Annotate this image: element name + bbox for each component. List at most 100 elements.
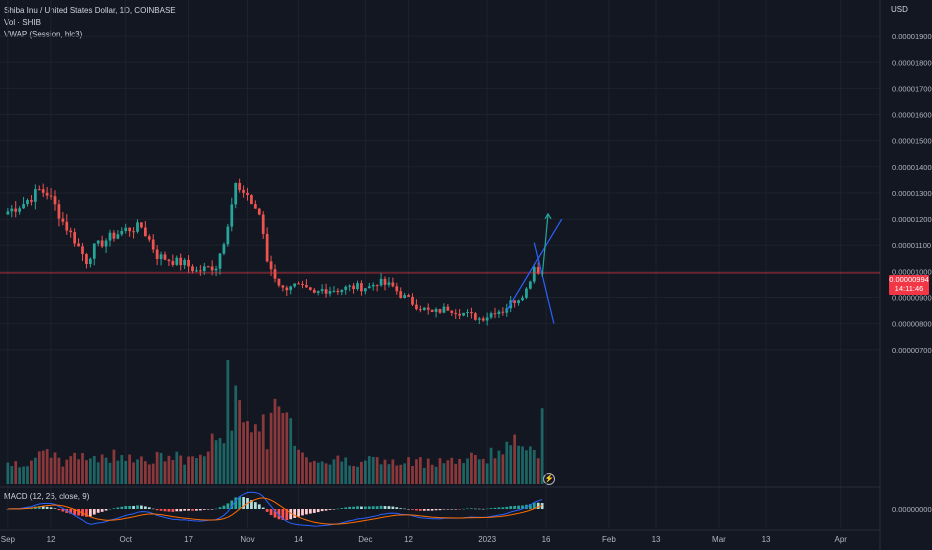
macd-legend[interactable]: MACD (12, 26, close, 9)	[4, 492, 90, 501]
candle-body	[536, 267, 540, 274]
symbol-title[interactable]: Shiba Inu / United States Dollar, 1D, CO…	[4, 6, 176, 15]
volume-bar	[30, 460, 33, 484]
candle-body	[430, 309, 434, 312]
volume-bar	[26, 466, 29, 484]
candle-body	[218, 253, 222, 269]
candle-body	[367, 286, 371, 289]
volume-bar	[155, 451, 159, 484]
time-tick-label: Nov	[240, 535, 254, 544]
volume-bar	[473, 454, 477, 484]
candle-body	[257, 208, 261, 215]
candle-body	[517, 300, 520, 304]
volume-bar	[399, 464, 403, 484]
candle-body	[277, 278, 281, 286]
price-tick-label: 0.00001700	[892, 84, 932, 93]
macd-histogram-bar	[454, 509, 458, 510]
macd-histogram-bar	[253, 502, 257, 509]
volume-bar	[33, 457, 37, 484]
volume-bar	[218, 438, 222, 484]
volume-bar	[22, 466, 25, 484]
candle-body	[81, 246, 84, 255]
macd-histogram-bar	[320, 509, 324, 512]
volume-bar	[509, 445, 513, 484]
candle-body	[532, 267, 536, 282]
candle-body	[442, 306, 446, 313]
macd-histogram-bar	[108, 508, 112, 510]
vwap-indicator-label[interactable]: VWAP (Session, hlc3)	[4, 30, 83, 39]
candle-body	[450, 310, 454, 313]
candle-body	[501, 311, 505, 313]
volume-bar	[238, 400, 242, 484]
volume-bar	[434, 466, 438, 484]
macd-histogram-bar	[477, 508, 481, 510]
macd-histogram-bar	[226, 503, 230, 509]
candle-body	[470, 311, 473, 314]
volume-bar	[340, 461, 344, 484]
volume-bar	[477, 459, 481, 484]
candle-body	[61, 218, 65, 222]
volume-bar	[234, 385, 238, 484]
candle-body	[77, 243, 80, 247]
candle-body	[348, 285, 352, 287]
candle-body	[493, 313, 497, 315]
volume-bar	[222, 443, 226, 484]
volume-bar	[191, 456, 194, 484]
candle-body	[65, 221, 69, 231]
candle-body	[316, 291, 320, 293]
candle-body	[454, 312, 458, 314]
volume-bar	[269, 412, 273, 484]
volume-bar	[360, 461, 363, 484]
price-tick-label: 0.00001100	[892, 241, 931, 250]
volume-bar	[261, 414, 265, 484]
volume-bar	[257, 431, 261, 484]
volume-bar	[265, 449, 269, 484]
volume-bar	[430, 464, 434, 484]
macd-histogram-bar	[344, 507, 348, 509]
candle-body	[191, 266, 194, 272]
projection-arrow	[541, 213, 549, 277]
macd-histogram-bar	[301, 509, 304, 516]
volume-bar	[175, 451, 179, 484]
macd-histogram-bar	[61, 509, 65, 512]
macd-histogram-bar	[273, 509, 277, 518]
macd-histogram-bar	[399, 508, 403, 509]
macd-histogram-bar	[159, 509, 163, 511]
volume-bar	[96, 462, 100, 484]
volume-bar	[171, 460, 175, 484]
time-tick-label: Feb	[602, 535, 616, 544]
volume-indicator-label[interactable]: Vol · SHIB	[4, 18, 41, 27]
volume-bar	[383, 459, 387, 484]
macd-histogram-bar	[438, 509, 442, 511]
candle-body	[473, 313, 477, 320]
candle-body	[112, 232, 116, 239]
volume-bar	[100, 454, 104, 484]
price-tick-label: 0.00001900	[892, 32, 932, 41]
macd-histogram-bar	[195, 509, 198, 511]
candle-body	[415, 304, 418, 310]
volume-bar	[85, 460, 88, 484]
volume-bar	[277, 406, 281, 484]
volume-bar	[505, 441, 509, 484]
candle-body	[477, 318, 481, 320]
candle-body	[253, 204, 257, 209]
candle-body	[411, 296, 414, 305]
macd-histogram-bar	[367, 506, 371, 509]
volume-bar	[214, 440, 218, 484]
candle-body	[246, 192, 249, 196]
volume-bar	[446, 460, 450, 484]
candle-body	[407, 295, 410, 297]
time-tick-label: 13	[762, 535, 771, 544]
macd-histogram-bar	[430, 509, 434, 511]
volume-bar	[415, 459, 418, 484]
macd-histogram-bar	[332, 509, 336, 510]
volume-bar	[470, 452, 473, 484]
volume-bar	[328, 464, 332, 484]
candle-body	[175, 257, 179, 265]
volume-bar	[297, 449, 300, 484]
candle-body	[214, 268, 218, 271]
volume-bar	[348, 465, 352, 484]
volume-bar	[489, 447, 493, 484]
macd-histogram-bar	[513, 505, 517, 509]
candle-body	[69, 230, 73, 233]
